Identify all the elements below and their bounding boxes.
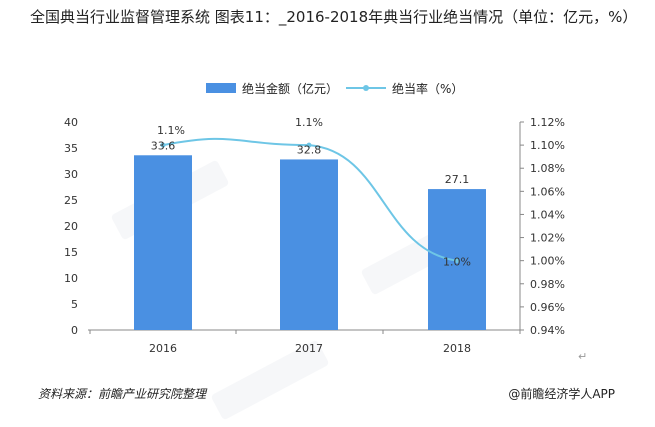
legend-bar-swatch [206,83,236,93]
y-right-tick-label: 1.00% [530,255,565,268]
bar-value-label: 27.1 [445,173,470,186]
y-right-tick-label: 1.10% [530,139,565,152]
legend-item-line: 绝当率（%） [346,78,463,98]
line-value-label: 1.1% [157,124,185,137]
line-point [160,142,166,148]
x-tick-label: 2018 [443,342,471,355]
y-left-tick-label: 20 [64,220,78,233]
watermark-2 [211,340,329,420]
y-left-tick-label: 40 [64,116,78,129]
legend-line-swatch [346,85,386,91]
y-left-tick-label: 5 [71,298,78,311]
y-right-tick-label: 0.96% [530,301,565,314]
x-tick-label: 2017 [295,342,323,355]
bar [134,155,192,330]
bar-value-label: 32.8 [297,143,322,156]
legend-bar-label: 绝当金额（亿元） [242,81,339,96]
y-left-tick-label: 15 [64,246,78,259]
data-labels: 33.6 32.8 27.1 1.1% 1.1% 1.0% [151,116,471,269]
y-left-tick-label: 30 [64,168,78,181]
chart-legend: 绝当金额（亿元） 绝当率（%） [0,78,655,98]
y-right-tick-label: 0.94% [530,324,565,337]
line-value-label: 1.0% [443,256,471,269]
y-right-tick-label: 1.06% [530,185,565,198]
line-point [454,258,460,264]
y-right-tick-label: 1.08% [530,162,565,175]
y-left-tick-label: 0 [71,324,78,337]
y-right-tick-label: 1.02% [530,232,565,245]
return-mark: ↵ [578,350,588,363]
y-right-tick-label: 0.98% [530,278,565,291]
line-point [306,142,312,148]
brand-credit: @前瞻经济学人APP [508,387,615,401]
line-series [160,137,460,264]
line-path [162,137,458,262]
bar-series [134,155,486,330]
bar-value-label: 33.6 [151,139,176,152]
legend-line-label: 绝当率（%） [392,81,464,96]
y-right-tick-label: 1.12% [530,116,565,129]
line-value-label: 1.1% [295,116,323,129]
legend-item-bar: 绝当金额（亿元） [206,78,338,98]
source-note: 资料来源：前瞻产业研究院整理 [38,387,207,401]
chart-title: 全国典当行业监督管理系统 图表11：_2016-2018年典当行业绝当情况（单位… [30,8,638,26]
bar [280,159,338,330]
x-tick-label: 2016 [149,342,177,355]
y-right-tick-label: 1.04% [530,208,565,221]
y-left-tick-label: 35 [64,142,78,155]
y-left-tick-label: 25 [64,194,78,207]
y-left-tick-label: 10 [64,272,78,285]
